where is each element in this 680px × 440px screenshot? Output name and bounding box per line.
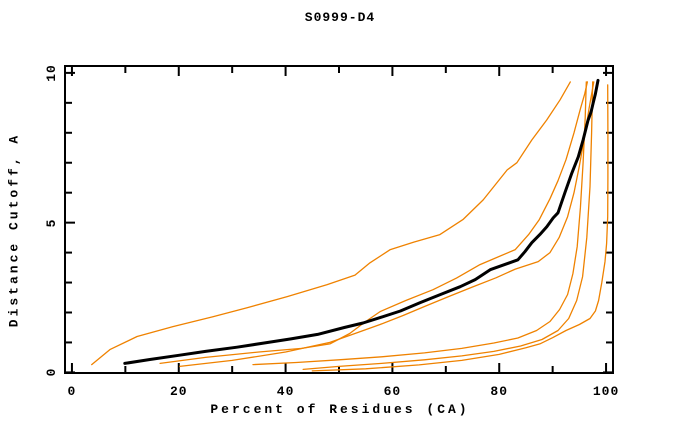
chart-title: S0999-D4 — [304, 10, 376, 25]
x-axis-label: Percent of Residues (CA) — [210, 402, 470, 417]
x-tick-label-100: 100 — [592, 384, 620, 399]
model-curve-1-best-orange — [91, 81, 571, 366]
plot-border — [64, 65, 614, 374]
x-tick-label-0: 0 — [67, 384, 77, 399]
model-curve-6-rightmost-orange — [311, 84, 609, 372]
model-curve-2-orange — [159, 81, 589, 365]
x-tick-label-80: 80 — [490, 384, 509, 399]
model-curve-5-orange — [302, 81, 594, 371]
x-tick-label-20: 20 — [169, 384, 188, 399]
x-tick-label-60: 60 — [383, 384, 402, 399]
model-curve-3-orange — [179, 81, 595, 368]
highlighted-model-curve-black — [123, 78, 600, 365]
x-tick-label-40: 40 — [276, 384, 295, 399]
model-curve-4-orange — [252, 81, 587, 366]
